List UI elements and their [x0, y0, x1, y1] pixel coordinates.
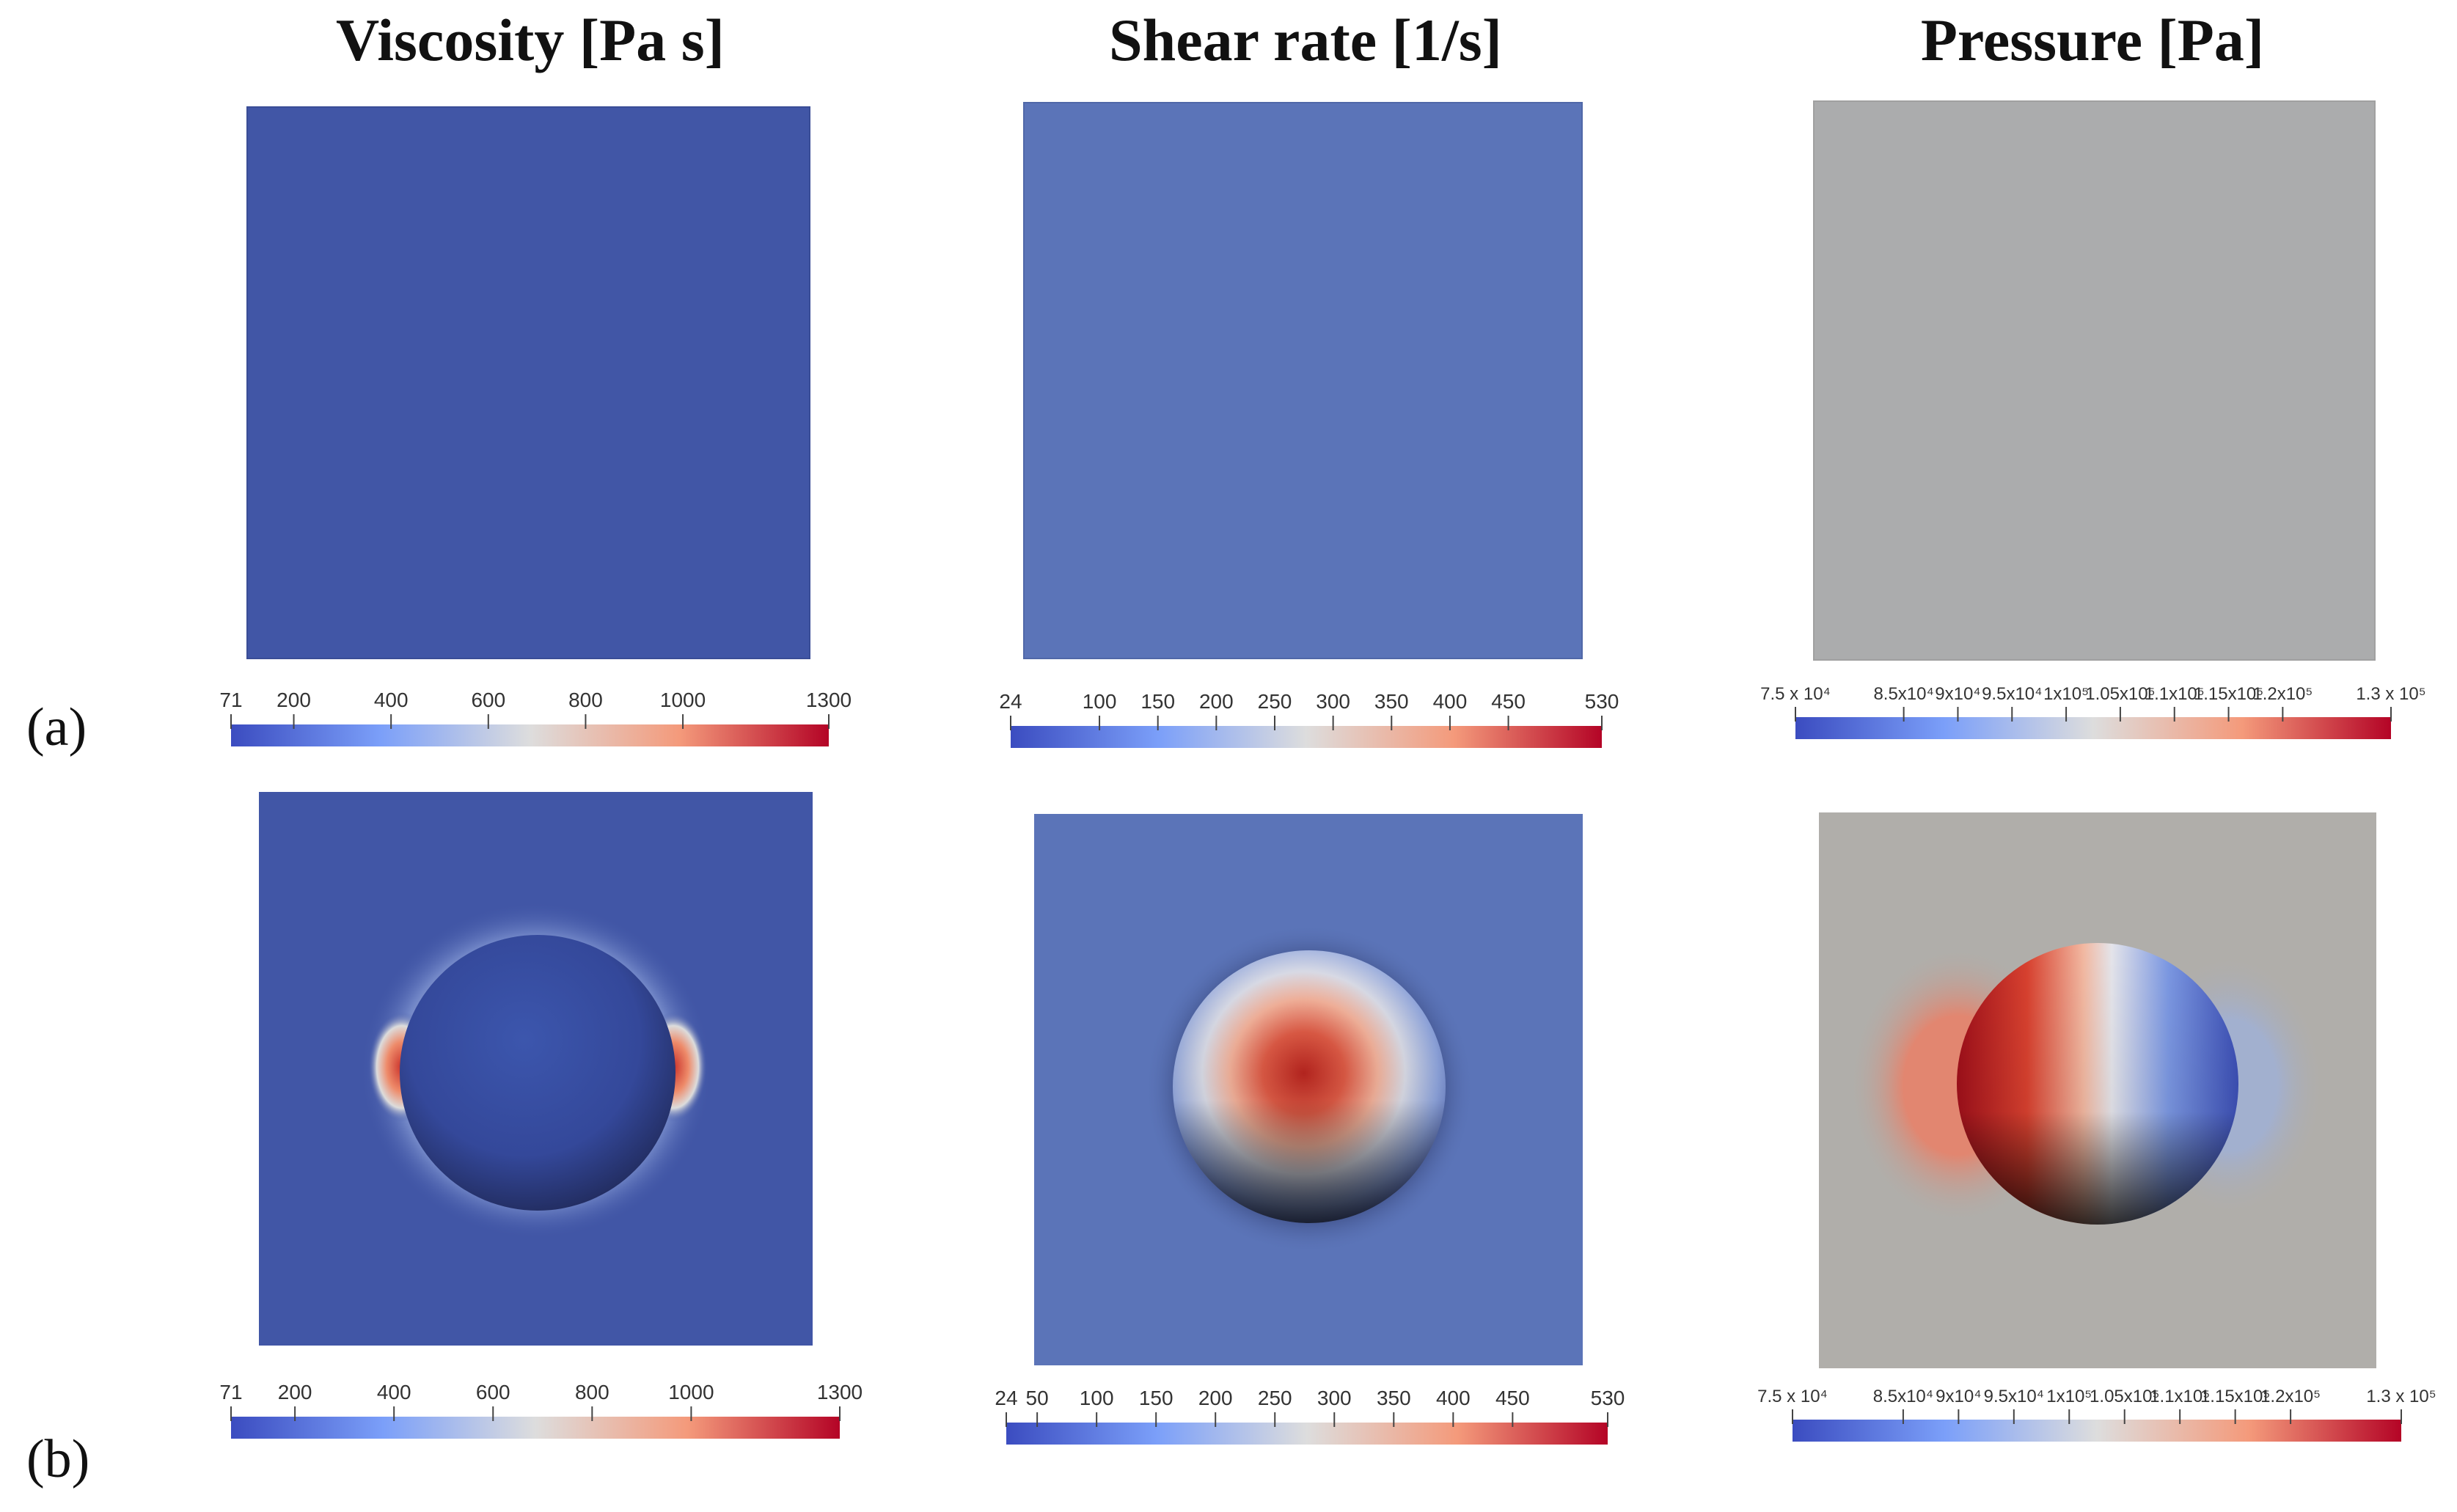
colorbar-tick-label: 8.5x10⁴	[1873, 1387, 1933, 1406]
colorbar-tick-label: 1.05x10⁵	[2090, 1387, 2159, 1406]
colorbar-viscosity-a: 71 200 400 600 800 1000 1300	[219, 689, 852, 746]
colorbar-tick-label: 24	[999, 690, 1022, 713]
colorbar-shear-a: 24 100 150 200 250 300 350 400 450 530	[999, 690, 1619, 748]
colorbar-tick-label: 400	[374, 689, 409, 711]
colorbar-tick-label: 1x10⁵	[2043, 684, 2089, 704]
column-title-viscosity: Viscosity [Pa s]	[336, 7, 725, 73]
colorbar-viscosity-b: 71 200 400 600 800 1000 1300	[219, 1381, 863, 1439]
colorbar-tick-label: 7.5 x 10⁴	[1760, 684, 1831, 704]
colorbar-gradient	[1795, 717, 2391, 739]
colorbar-tick-label: 800	[575, 1381, 609, 1403]
colorbar-tick-label: 1300	[817, 1381, 863, 1403]
colorbar-tick-label: 1.05x10⁵	[2085, 684, 2155, 704]
colorbar-pressure-a: 7.5 x 10⁴ 8.5x10⁴ 9x10⁴ 9.5x10⁴ 1x10⁵1.05x10…	[1760, 684, 2426, 739]
colorbar-tick-label: 400	[1433, 690, 1468, 713]
colorbar-tick-label: 250	[1258, 690, 1292, 713]
colorbar-tick-label: 1.2x10⁵	[2260, 1387, 2321, 1406]
colorbar-tick-label: 150	[1140, 690, 1175, 713]
viscosity-field-a	[246, 106, 810, 659]
column-title-pressure: Pressure [Pa]	[1920, 7, 2265, 73]
colorbar-tick-label: 1.15x10⁵	[2194, 684, 2263, 704]
colorbar-tick-label: 600	[476, 1381, 510, 1403]
row-label-a: (a)	[26, 697, 87, 757]
pressure-panel-b	[1819, 812, 2376, 1368]
colorbar-gradient	[1006, 1423, 1608, 1445]
colorbar-tick-label: 400	[377, 1381, 411, 1403]
colorbar-gradient	[1793, 1420, 2401, 1442]
colorbar-tick-label: 100	[1083, 690, 1117, 713]
colorbar-tick-label: 8.5x10⁴	[1873, 684, 1933, 704]
colorbar-layer: 71 200 400 600 800 1000 1300 24 100 150 200 250 300 3…	[219, 684, 2436, 1445]
colorbar-tick-label: 9.5x10⁴	[1984, 1387, 2044, 1406]
colorbar-tick-label: 1.3 x 10⁵	[2356, 684, 2425, 704]
colorbar-tick-label: 450	[1491, 690, 1526, 713]
colorbar-tick-label: 1000	[660, 689, 706, 711]
pressure-sphere-shading	[1957, 943, 2238, 1225]
colorbar-tick-label: 300	[1316, 690, 1350, 713]
colorbar-tick-label: 24	[995, 1387, 1017, 1409]
colorbar-tick-label: 300	[1317, 1387, 1352, 1409]
colorbar-tick-label: 450	[1495, 1387, 1530, 1409]
shear-rate-panel-b	[1034, 814, 1583, 1365]
colorbar-tick-label: 200	[277, 689, 311, 711]
colorbar-tick-label: 1.3 x 10⁵	[2366, 1387, 2436, 1406]
colorbar-shear-b: 24 50 100 150 200 250 300 350 400 450 530	[995, 1387, 1625, 1445]
colorbar-gradient	[231, 724, 829, 746]
colorbar-tick-label: 100	[1080, 1387, 1114, 1409]
colorbar-tick-label: 50	[1026, 1387, 1049, 1409]
colorbar-tick-label: 1.1x10⁵	[2150, 1387, 2210, 1406]
colorbar-tick-label: 7.5 x 10⁴	[1757, 1387, 1828, 1406]
colorbar-pressure-b: 7.5 x 10⁴ 8.5x10⁴ 9x10⁴ 9.5x10⁴ 1x10⁵1.05x10…	[1757, 1387, 2436, 1442]
viscosity-panel-b	[259, 792, 813, 1346]
colorbar-tick-label: 530	[1591, 1387, 1625, 1409]
colorbar-tick-label: 600	[471, 689, 505, 711]
colorbar-tick-label: 200	[278, 1381, 312, 1403]
colorbar-tick-label: 350	[1374, 690, 1409, 713]
column-title-shear-rate: Shear rate [1/s]	[1109, 7, 1502, 73]
colorbar-tick-label: 1.2x10⁵	[2252, 684, 2313, 704]
colorbar-tick-label: 150	[1139, 1387, 1173, 1409]
colorbar-tick-label: 1300	[806, 689, 852, 711]
row-label-b: (b)	[26, 1429, 90, 1489]
shear-rate-field-a	[1023, 102, 1583, 659]
pressure-field-a	[1813, 100, 2376, 661]
colorbar-tick-label: 200	[1199, 690, 1234, 713]
colorbar-tick-label: 350	[1377, 1387, 1411, 1409]
colorbar-tick-label: 9.5x10⁴	[1982, 684, 2042, 704]
shear-sphere-shading	[1173, 950, 1446, 1223]
colorbar-tick-label: 1.15x10⁵	[2200, 1387, 2270, 1406]
colorbar-gradient	[231, 1417, 840, 1439]
colorbar-tick-label: 9x10⁴	[1935, 684, 1980, 704]
colorbar-tick-label: 71	[219, 689, 242, 711]
colorbar-tick-label: 1000	[668, 1381, 714, 1403]
colorbar-tick-label: 200	[1198, 1387, 1233, 1409]
colorbar-tick-label: 400	[1436, 1387, 1471, 1409]
colorbar-tick-label: 9x10⁴	[1936, 1387, 1981, 1406]
colorbar-tick-label: 1.1x10⁵	[2145, 684, 2205, 704]
colorbar-tick-label: 800	[568, 689, 603, 711]
colorbar-tick-label: 250	[1258, 1387, 1292, 1409]
colorbar-tick-label: 71	[219, 1381, 242, 1403]
colorbar-tick-label: 1x10⁵	[2046, 1387, 2092, 1406]
colorbar-tick-label: 530	[1585, 690, 1619, 713]
viscosity-sphere	[400, 935, 675, 1211]
colorbar-gradient	[1011, 726, 1602, 748]
